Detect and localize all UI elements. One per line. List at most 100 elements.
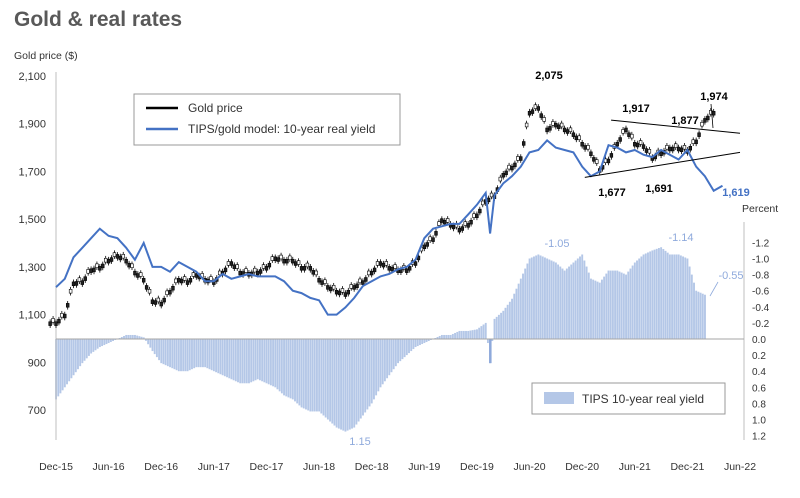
x-tick-label: Dec-19 xyxy=(460,461,494,473)
candle-body xyxy=(367,270,371,276)
yield-bar xyxy=(112,339,114,342)
yield-bar xyxy=(123,335,125,339)
candle-body xyxy=(235,264,239,269)
candle-body xyxy=(431,237,435,242)
candle-body xyxy=(457,227,462,233)
yield-bar xyxy=(333,339,336,426)
yield-bar xyxy=(447,334,450,339)
candle-body xyxy=(489,192,494,198)
candle-body xyxy=(331,285,336,290)
yield-bar xyxy=(289,339,292,399)
yield-bar xyxy=(471,330,474,339)
yield-bar xyxy=(465,330,467,339)
yield-bar xyxy=(90,339,93,354)
candle-body xyxy=(609,153,614,158)
candle-body xyxy=(507,164,511,170)
yield-bar xyxy=(616,270,619,339)
yield-bar xyxy=(127,334,130,339)
yield-bar xyxy=(180,339,182,372)
candle-body xyxy=(77,277,82,282)
yield-bar xyxy=(175,339,178,371)
candle-body xyxy=(355,283,359,289)
yield-bar xyxy=(478,327,481,339)
candle-body xyxy=(621,129,625,134)
yield-bar xyxy=(513,293,516,339)
annotation-label: -1.05 xyxy=(544,238,569,250)
yield-bar xyxy=(267,339,270,385)
candle-body xyxy=(115,254,120,259)
candle-body xyxy=(329,286,333,292)
candle-body xyxy=(282,258,286,264)
yield-bar xyxy=(449,334,452,339)
candle-body xyxy=(273,256,277,261)
yield-bar xyxy=(425,339,428,343)
candle-body xyxy=(112,252,117,257)
yield-bar xyxy=(633,262,636,339)
yield-bar xyxy=(348,339,351,430)
yield-bar xyxy=(276,339,279,390)
yield-bar xyxy=(250,339,253,383)
yield-bar xyxy=(644,253,647,339)
yield-bar xyxy=(704,294,706,339)
candle-body xyxy=(54,321,58,326)
yield-bar xyxy=(454,332,456,339)
yield-bar xyxy=(647,252,649,339)
yield-bar xyxy=(414,339,417,348)
yield-bar xyxy=(511,298,513,339)
legend-top: Gold price TIPS/gold model: 10-year real … xyxy=(133,93,401,146)
yield-bar xyxy=(607,270,610,339)
candle-body xyxy=(101,263,105,269)
yield-bar xyxy=(221,339,224,376)
yield-bar xyxy=(364,339,367,413)
candle-body xyxy=(580,142,584,147)
yield-bar xyxy=(278,339,281,392)
candle-body xyxy=(428,236,432,241)
right-tick-label: -0.6 xyxy=(752,287,770,298)
yield-bar xyxy=(506,304,509,339)
candle-body xyxy=(586,145,590,150)
annotation-leader xyxy=(709,281,719,297)
yield-bar xyxy=(223,339,226,377)
candle-body xyxy=(291,258,295,264)
candle-body xyxy=(364,277,368,282)
candle-body xyxy=(48,321,52,326)
x-tick-label: Jun-19 xyxy=(408,461,440,473)
yield-bar xyxy=(237,339,239,383)
candle-body xyxy=(156,297,161,303)
yield-bar xyxy=(482,324,485,339)
yield-bar xyxy=(574,260,577,339)
candle-body xyxy=(57,318,61,324)
candle-body xyxy=(130,263,134,268)
candle-body xyxy=(98,266,102,271)
yield-bar xyxy=(96,339,99,349)
yield-bar xyxy=(653,249,656,339)
yield-bar xyxy=(436,336,439,339)
yield-bar xyxy=(57,339,60,397)
yield-bar xyxy=(609,270,612,339)
yield-bar xyxy=(134,334,136,339)
yield-bar xyxy=(232,339,235,381)
yield-bar xyxy=(421,339,424,345)
yield-bar xyxy=(151,339,154,352)
x-tick-label: Jun-18 xyxy=(303,461,335,473)
candle-body xyxy=(568,127,573,132)
yield-bar xyxy=(403,339,406,358)
candle-body xyxy=(463,221,467,226)
yield-bar xyxy=(191,339,193,370)
candle-body xyxy=(308,266,313,271)
yield-bar xyxy=(368,339,371,407)
yield-bar xyxy=(491,339,494,342)
candle-body xyxy=(644,148,649,153)
yield-bar xyxy=(627,271,630,339)
yield-bar xyxy=(208,339,211,370)
yield-bar xyxy=(618,271,621,339)
candle-body xyxy=(565,129,570,134)
candle-body xyxy=(691,139,695,144)
annotation-label: 1,691 xyxy=(645,183,673,195)
yield-bar xyxy=(315,339,318,412)
candle-body xyxy=(694,139,698,145)
yield-bar xyxy=(568,266,570,339)
yield-bar xyxy=(256,339,259,380)
candle-body xyxy=(407,266,412,271)
yield-bar xyxy=(188,339,191,371)
